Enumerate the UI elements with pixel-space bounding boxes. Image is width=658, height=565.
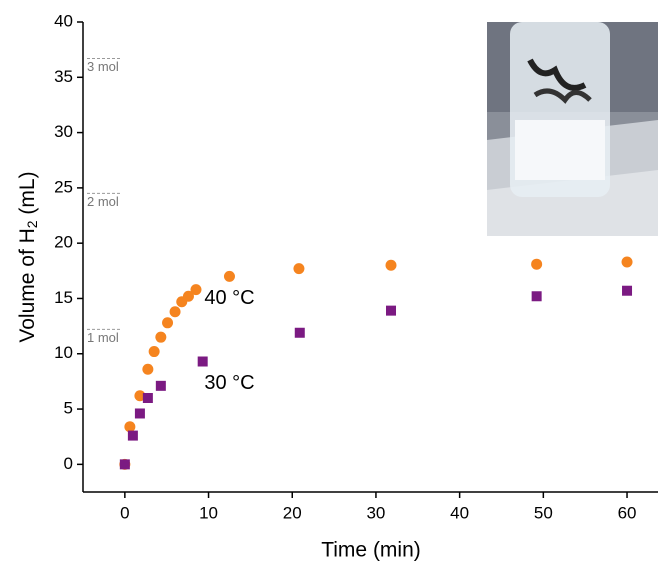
mol-label: 2 mol	[87, 194, 119, 209]
point	[142, 393, 153, 403]
y-tick-label: 15	[54, 288, 73, 307]
y-label-text: Volume of H	[16, 228, 39, 342]
point	[182, 290, 194, 302]
x-tick-label: 10	[199, 503, 218, 522]
x-tick-label: 30	[366, 503, 385, 522]
mol-label: 1 mol	[87, 330, 119, 345]
y-tick-label: 20	[54, 233, 73, 252]
series-label: 30 °C	[204, 372, 254, 394]
y-label-subscript: 2	[24, 220, 40, 228]
y-tick-label: 0	[64, 454, 73, 473]
x-tick-label: 60	[618, 503, 637, 522]
y-label-text: (mL)	[16, 171, 39, 220]
x-tick-label: 20	[283, 503, 302, 522]
point	[169, 306, 181, 318]
point	[155, 380, 166, 391]
point	[531, 291, 542, 302]
point	[622, 285, 633, 296]
point	[134, 390, 146, 402]
x-axis-label: Time (min)	[321, 539, 421, 562]
point	[162, 317, 174, 329]
mol-label: 3 mol	[87, 59, 119, 74]
point	[621, 256, 633, 268]
y-axis-label: Volume of H2 (mL)	[16, 171, 40, 342]
series-label: 40 °C	[204, 287, 254, 309]
point	[190, 284, 202, 296]
point	[531, 258, 543, 270]
point	[385, 259, 397, 271]
y-tick-label: 25	[54, 177, 73, 196]
point	[223, 270, 235, 282]
y-tick-label: 40	[54, 11, 73, 30]
point	[155, 331, 167, 343]
point	[134, 408, 145, 419]
point	[119, 459, 130, 470]
point	[127, 430, 138, 441]
point	[293, 263, 305, 275]
photo-inset	[487, 22, 658, 236]
x-tick-label: 50	[534, 503, 553, 522]
y-tick-label: 30	[54, 122, 73, 141]
x-tick-label: 0	[120, 503, 129, 522]
y-tick-label: 10	[54, 343, 73, 362]
point	[197, 356, 208, 367]
y-tick-label: 35	[54, 67, 73, 86]
point	[386, 305, 397, 316]
point	[142, 363, 154, 375]
y-tick-label: 5	[64, 399, 73, 418]
point	[294, 327, 305, 338]
point	[124, 421, 136, 433]
point	[148, 346, 160, 358]
x-tick-label: 40	[450, 503, 469, 522]
